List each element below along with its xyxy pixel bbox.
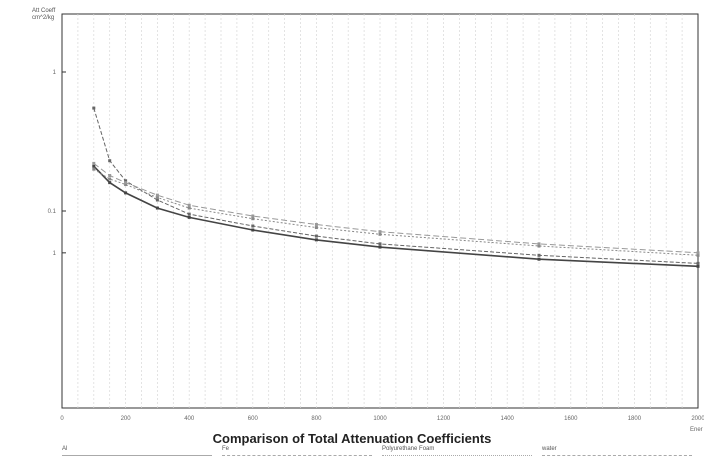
data-point xyxy=(696,264,700,268)
x-tick-label: 1800 xyxy=(628,416,642,422)
data-point xyxy=(187,203,191,207)
legend-line xyxy=(542,455,692,456)
series-line xyxy=(93,163,699,254)
data-point xyxy=(155,206,159,210)
data-point xyxy=(92,164,96,168)
data-point xyxy=(124,181,128,185)
data-point xyxy=(537,242,541,246)
y-tick-label: 1 xyxy=(53,70,57,76)
data-point xyxy=(696,253,700,257)
data-point xyxy=(696,251,700,255)
data-point xyxy=(251,214,255,218)
data-point xyxy=(155,193,159,197)
data-point xyxy=(696,261,700,265)
legend-entry-fe: Fe xyxy=(222,446,372,456)
data-point xyxy=(378,245,382,249)
legend-line xyxy=(222,455,372,456)
y-tick-label: 0.1 xyxy=(48,209,57,215)
y-axis-label: Att Coeff cm^2/kg xyxy=(32,8,55,22)
data-point xyxy=(124,179,128,183)
data-point xyxy=(92,167,96,171)
data-point xyxy=(187,206,191,210)
x-tick-label: 600 xyxy=(248,416,259,422)
data-point xyxy=(92,106,96,110)
series-lines xyxy=(92,106,700,268)
data-point xyxy=(187,215,191,219)
data-point xyxy=(124,183,128,187)
data-point xyxy=(124,191,128,195)
legend-label: Fe xyxy=(222,446,230,452)
data-point xyxy=(378,242,382,246)
data-point xyxy=(537,257,541,261)
x-tick-label: 0 xyxy=(60,416,64,422)
series-line xyxy=(93,107,699,264)
series-line xyxy=(93,165,699,268)
legend-entry-al: Al xyxy=(62,446,212,456)
y-tick-labels: 10.11 xyxy=(48,70,66,257)
data-point xyxy=(314,226,318,230)
x-tick-label: 1600 xyxy=(564,416,578,422)
data-point xyxy=(378,230,382,234)
data-point xyxy=(251,228,255,232)
data-point xyxy=(251,224,255,228)
legend-line xyxy=(382,455,532,456)
data-point xyxy=(108,181,112,185)
legend-label: Al xyxy=(62,446,68,452)
x-tick-label: 1400 xyxy=(501,416,515,422)
legend-label: water xyxy=(542,446,557,452)
chart-title: Comparison of Total Attenuation Coeffici… xyxy=(212,431,492,446)
x-tick-label: 200 xyxy=(121,416,132,422)
data-point xyxy=(314,234,318,238)
legend-line xyxy=(62,455,212,456)
data-point xyxy=(108,174,112,178)
data-point xyxy=(378,232,382,236)
x-tick-labels: 0 200 400 600 800 1000 1200 1400 1600 1800 2000 xyxy=(60,416,704,422)
y-axis-label-line1: Att Coeff xyxy=(32,8,56,14)
legend-label: Polyurethane Foam xyxy=(382,446,435,452)
x-tick-label: 400 xyxy=(184,416,195,422)
data-point xyxy=(251,217,255,221)
x-unit-label: Ener xyxy=(690,427,703,433)
data-point xyxy=(187,212,191,216)
legend-entry-polyurethane-foam: Polyurethane Foam xyxy=(382,446,532,456)
data-point xyxy=(108,159,112,163)
y-tick-label: 1 xyxy=(53,251,57,257)
x-tick-label: 2000 xyxy=(691,416,704,422)
data-point xyxy=(314,222,318,226)
legend-entry-water: water xyxy=(542,446,692,456)
data-point xyxy=(537,253,541,257)
x-tick-label: 1200 xyxy=(437,416,451,422)
data-point xyxy=(155,196,159,200)
data-point xyxy=(155,198,159,202)
y-axis-label-line2: cm^2/kg xyxy=(32,15,55,21)
x-tick-label: 1000 xyxy=(373,416,387,422)
data-point xyxy=(92,161,96,165)
x-tick-label: 800 xyxy=(311,416,322,422)
data-point xyxy=(108,177,112,181)
data-point xyxy=(537,244,541,248)
data-point xyxy=(314,238,318,242)
